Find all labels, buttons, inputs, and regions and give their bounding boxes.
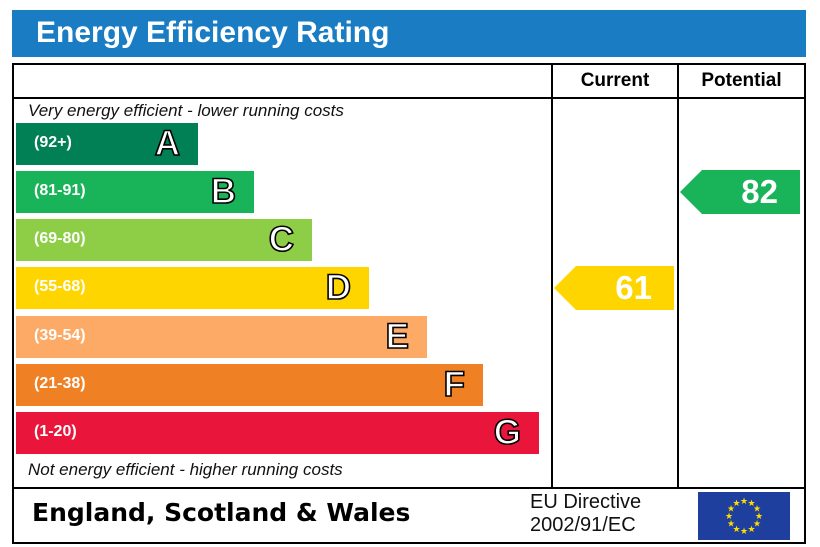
star-icon: ★ [753, 504, 761, 514]
band-letter: E [385, 316, 410, 357]
band-range: (21-38) [34, 375, 86, 392]
star-icon: ★ [747, 524, 755, 534]
band-letter: F [443, 364, 466, 405]
band-range: (69-80) [34, 230, 86, 247]
band-letter: G [493, 412, 522, 453]
current-header: Current [580, 70, 650, 91]
directive-line1: EU Directive [530, 491, 642, 513]
current-rating-arrow: 61 [554, 266, 674, 310]
band-d: (55-68) D [16, 267, 369, 309]
band-letter: D [325, 267, 352, 308]
star-icon: ★ [747, 498, 755, 508]
region-label: England, Scotland & Wales [32, 498, 411, 527]
eu-flag-icon: ★ ★ ★ ★ ★ ★ ★ ★ ★ ★ ★ ★ [698, 492, 790, 540]
band-f: (21-38) F [16, 364, 483, 406]
band-letter: C [268, 219, 295, 260]
potential-rating-value: 82 [741, 173, 778, 210]
potential-rating-arrow: 82 [680, 170, 800, 214]
band-b: (81-91) B [16, 171, 254, 213]
band-g: (1-20) G [16, 412, 539, 454]
top-note: Very energy efficient - lower running co… [28, 101, 344, 120]
rating-table: Current Potential Very energy efficient … [12, 63, 806, 544]
eu-directive: EU Directive 2002/91/EC [530, 491, 641, 537]
band-a: (92+) A [16, 123, 198, 165]
chart-title: Energy Efficiency Rating [36, 16, 390, 49]
star-icon: ★ [732, 524, 740, 534]
star-icon: ★ [740, 526, 748, 536]
band-range: (55-68) [34, 278, 86, 295]
star-icon: ★ [732, 498, 740, 508]
current-rating-value: 61 [615, 269, 652, 306]
potential-header: Potential [701, 70, 782, 91]
header-divider [14, 97, 804, 99]
star-icon: ★ [725, 511, 733, 521]
title-bar: Energy Efficiency Rating [12, 10, 806, 57]
bottom-note: Not energy efficient - higher running co… [28, 460, 343, 479]
band-letter: B [210, 171, 237, 212]
star-icon: ★ [753, 519, 761, 529]
column-divider [551, 65, 553, 489]
column-divider [677, 65, 679, 489]
band-c: (69-80) C [16, 219, 312, 261]
band-range: (39-54) [34, 327, 86, 344]
star-icon: ★ [755, 511, 763, 521]
band-letter: A [154, 123, 181, 164]
band-e: (39-54) E [16, 316, 427, 358]
band-range: (1-20) [34, 423, 77, 440]
band-range: (92+) [34, 134, 72, 151]
footer-divider [14, 487, 804, 489]
directive-line2: 2002/91/EC [530, 514, 636, 536]
band-range: (81-91) [34, 182, 86, 199]
star-icon: ★ [740, 496, 748, 506]
star-icon: ★ [727, 519, 735, 529]
star-icon: ★ [727, 504, 735, 514]
